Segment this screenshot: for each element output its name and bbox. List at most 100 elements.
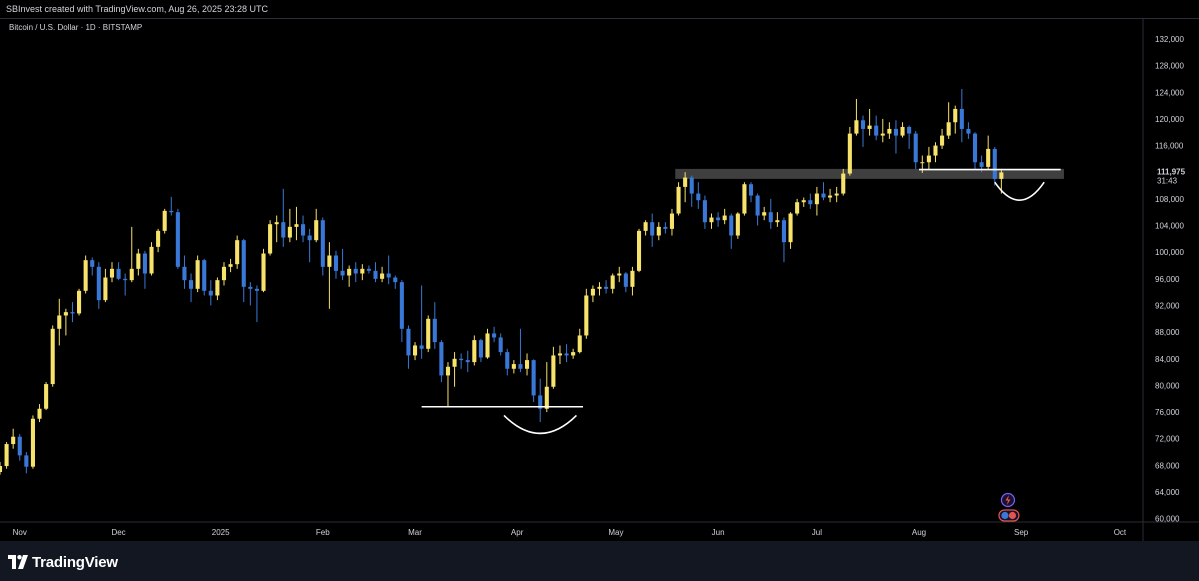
candle bbox=[834, 186, 839, 203]
candle-body bbox=[96, 266, 101, 301]
candle bbox=[788, 212, 793, 249]
candle-body bbox=[314, 220, 319, 241]
candlestick-chart[interactable]: 132,000128,000124,000120,000116,000112,0… bbox=[0, 19, 1199, 541]
candle bbox=[650, 213, 655, 247]
candle bbox=[630, 266, 635, 296]
price-tick-label: 104,000 bbox=[1155, 222, 1184, 231]
candle-body bbox=[294, 224, 299, 227]
resistance-zone-layer bbox=[675, 168, 1064, 179]
candle bbox=[940, 128, 945, 149]
candle-body bbox=[208, 290, 213, 296]
candle bbox=[814, 186, 819, 216]
candle bbox=[518, 328, 523, 373]
candle-body bbox=[992, 148, 997, 179]
candle bbox=[215, 277, 220, 301]
candle bbox=[465, 350, 470, 373]
time-axis[interactable]: Nov Dec 2025 Feb Mar Apr May Jun Jul Aug Sep Oct bbox=[13, 528, 1127, 537]
chart-frame[interactable]: 132,000128,000124,000120,000116,000112,0… bbox=[0, 18, 1199, 541]
candle bbox=[123, 273, 128, 296]
candle bbox=[636, 228, 642, 273]
candle bbox=[11, 428, 16, 449]
candle-body bbox=[636, 230, 642, 271]
candle-body bbox=[57, 315, 62, 329]
candle-body bbox=[156, 230, 161, 247]
candle bbox=[689, 175, 694, 207]
candle-body bbox=[347, 268, 352, 276]
candle-body bbox=[781, 220, 787, 243]
candle-body bbox=[123, 278, 128, 281]
candle-body bbox=[327, 255, 332, 267]
bottom-arc bbox=[503, 414, 578, 435]
chart-event-icons[interactable] bbox=[998, 492, 1020, 522]
candle-body bbox=[623, 273, 628, 287]
candle bbox=[202, 258, 207, 296]
price-axis[interactable]: 132,000128,000124,000120,000116,000112,0… bbox=[1155, 35, 1184, 524]
candle bbox=[992, 146, 997, 186]
candle-body bbox=[37, 408, 42, 419]
candle-body bbox=[189, 280, 194, 289]
candle bbox=[459, 353, 464, 369]
candle bbox=[340, 248, 345, 281]
candle-body bbox=[202, 260, 207, 291]
candle bbox=[617, 266, 622, 283]
candle bbox=[643, 220, 648, 236]
candle-body bbox=[511, 364, 516, 369]
candle bbox=[663, 222, 668, 234]
price-tick-label: 84,000 bbox=[1155, 355, 1180, 364]
earnings-event-icon[interactable] bbox=[998, 509, 1020, 522]
candle bbox=[986, 135, 991, 169]
candle bbox=[564, 344, 569, 363]
candle bbox=[735, 212, 740, 239]
footer-bar: TradingView bbox=[0, 541, 1199, 581]
candle-body bbox=[920, 162, 925, 164]
candle bbox=[900, 122, 905, 138]
candle bbox=[524, 353, 530, 376]
candle-body bbox=[254, 288, 259, 291]
candle-body bbox=[795, 202, 800, 214]
candle-body bbox=[880, 133, 885, 136]
candle-body bbox=[926, 155, 931, 163]
price-tick-label: 128,000 bbox=[1155, 62, 1184, 71]
candle bbox=[432, 302, 437, 349]
candle bbox=[136, 248, 141, 276]
candle bbox=[221, 262, 227, 286]
tradingview-logo[interactable]: TradingView bbox=[8, 552, 118, 572]
candle bbox=[478, 338, 483, 363]
last-price-bg bbox=[1144, 166, 1199, 187]
candle-body bbox=[340, 270, 345, 276]
candle-body bbox=[412, 345, 418, 356]
candle bbox=[386, 255, 391, 285]
candle bbox=[748, 182, 754, 203]
candle-body bbox=[445, 366, 451, 376]
candle-body bbox=[439, 342, 444, 376]
candle bbox=[716, 212, 721, 227]
time-tick-label: Aug bbox=[912, 528, 926, 537]
candle-body bbox=[281, 222, 286, 238]
candle bbox=[208, 280, 213, 306]
candle bbox=[893, 120, 898, 154]
candle-body bbox=[274, 222, 279, 225]
candle bbox=[874, 115, 879, 141]
candle-body bbox=[729, 215, 734, 236]
candle bbox=[755, 193, 760, 226]
candle bbox=[142, 250, 147, 289]
candle-body bbox=[136, 253, 141, 269]
candle-body bbox=[17, 436, 22, 456]
candle-body bbox=[301, 224, 306, 236]
candle-body bbox=[195, 260, 200, 289]
candle bbox=[241, 238, 246, 303]
last-price-countdown: 31:43 bbox=[1157, 176, 1178, 185]
candle bbox=[426, 315, 431, 353]
candle-body bbox=[986, 148, 991, 167]
candle-body bbox=[893, 128, 898, 136]
candle-body bbox=[966, 128, 971, 134]
candle-body bbox=[333, 255, 339, 271]
candle-body bbox=[44, 384, 49, 409]
candle-body bbox=[90, 260, 95, 267]
candle bbox=[169, 196, 174, 216]
candle bbox=[235, 235, 240, 269]
candle bbox=[116, 262, 121, 281]
candle-body bbox=[841, 173, 846, 194]
lightning-event-icon[interactable] bbox=[1000, 492, 1016, 508]
candle-body bbox=[643, 222, 648, 231]
